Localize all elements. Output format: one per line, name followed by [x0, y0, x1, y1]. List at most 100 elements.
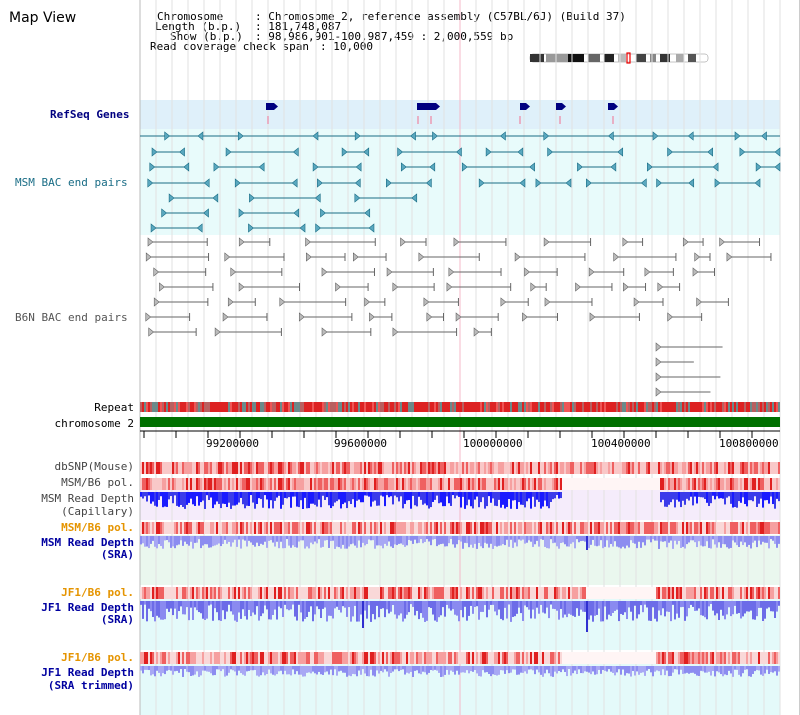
msm-b6-pol-strip-2: [170, 522, 172, 534]
msm-sra-depth-bar: [722, 536, 724, 545]
jf1-sra-depth-bar: [250, 601, 252, 617]
dbsnp-strip: [668, 462, 670, 474]
track-label-refseq[interactable]: RefSeq Genes: [50, 108, 130, 121]
jf1-b6-pol-strip: [206, 587, 208, 599]
dbsnp-strip: [204, 462, 206, 474]
jf1-b6-pol-strip-2: [732, 652, 734, 664]
dbsnp-strip: [466, 462, 468, 474]
jf1-sra-depth-bar: [552, 601, 554, 609]
jf1-trimmed-depth-bar: [146, 666, 148, 670]
jf1-trimmed-depth-bar: [440, 666, 442, 677]
jf1-sra-depth-bar: [534, 601, 536, 619]
jf1-b6-pol-strip: [396, 587, 398, 599]
jf1-sra-depth-bar: [352, 601, 354, 617]
jf1-b6-pol-strip-2: [438, 652, 440, 664]
jf1-trimmed-depth-bar: [232, 666, 234, 671]
msm-b6-pol-strip: [174, 478, 176, 490]
jf1-trimmed-depth-bar: [272, 666, 274, 675]
jf1-b6-pol-strip-2: [218, 652, 220, 664]
jf1-b6-pol-strip-2: [156, 652, 158, 664]
jf1-b6-pol-strip-2: [324, 652, 326, 664]
msm-b6-pol-strip-2: [328, 522, 330, 534]
repeat-segment: [710, 402, 712, 412]
jf1-sra-depth-bar: [744, 601, 746, 614]
msm-bac-end: [320, 208, 326, 218]
jf1-sra-depth-bar: [358, 601, 360, 622]
msm-capillary-depth-bar: [542, 492, 544, 507]
dbsnp-strip: [546, 462, 548, 474]
jf1-trimmed-depth-bar: [382, 666, 384, 673]
jf1-b6-pol-strip-2: [336, 652, 338, 664]
msm-b6-pol-strip-2: [554, 522, 556, 534]
msm-capillary-depth-bar: [254, 492, 256, 509]
jf1-sra-depth-bar: [528, 601, 530, 610]
dbsnp-strip: [440, 462, 442, 474]
jf1-b6-pol-strip: [508, 587, 510, 599]
repeat-segment: [246, 402, 248, 412]
jf1-b6-pol-strip: [522, 587, 524, 599]
dbsnp-strip: [202, 462, 204, 474]
jf1-sra-depth-bar: [324, 601, 326, 608]
msm-sra-depth-bar: [754, 536, 756, 541]
repeat-segment: [408, 402, 410, 412]
msm-b6-pol-strip: [768, 478, 770, 490]
chromosome-ideogram[interactable]: [528, 52, 712, 64]
repeat-segment: [282, 402, 284, 412]
msm-b6-pol-strip: [488, 478, 490, 490]
msm-b6-pol-strip: [626, 478, 628, 490]
jf1-trimmed-depth-bar: [596, 666, 598, 675]
msm-sra-depth-bar: [460, 536, 462, 542]
jf1-trimmed-depth-bar: [594, 666, 596, 675]
msm-bac-end: [149, 162, 156, 172]
msm-capillary-depth-bar: [178, 492, 180, 507]
jf1-b6-pol-strip: [544, 587, 546, 599]
msm-sra-depth-bar: [274, 536, 276, 547]
msm-b6-pol-strip-2: [658, 522, 660, 534]
msm-b6-pol-strip-2: [656, 522, 658, 534]
jf1-b6-pol-strip-2: [534, 652, 536, 664]
msm-b6-pol-strip: [434, 478, 436, 490]
msm-bac-end: [386, 178, 392, 188]
jf1-trimmed-depth-bar: [704, 666, 706, 673]
jf1-b6-pol-strip: [470, 587, 472, 599]
repeat-segment: [610, 402, 612, 412]
jf1-trimmed-depth-bar: [540, 666, 542, 675]
msm-sra-depth-bar: [528, 536, 530, 541]
msm-sra-depth-bar: [584, 536, 586, 542]
msm-sra-depth-bar: [364, 536, 366, 546]
msm-b6-pol-strip: [142, 478, 144, 490]
dbsnp-strip: [770, 462, 772, 474]
track-label-b6n-bac[interactable]: B6N BAC end pairs: [15, 311, 128, 324]
msm-capillary-depth-bar: [312, 492, 314, 504]
jf1-b6-pol-strip: [180, 587, 182, 599]
jf1-sra-depth-bar: [602, 601, 604, 622]
msm-sra-depth-bar: [238, 536, 240, 540]
msm-b6-pol-strip-2: [232, 522, 234, 534]
repeat-segment: [250, 402, 252, 412]
dbsnp-strip: [514, 462, 516, 474]
repeat-segment: [322, 402, 324, 412]
jf1-b6-pol-strip: [404, 587, 406, 599]
refseq-gene-arrow: [526, 103, 530, 110]
msm-capillary-depth-bar: [412, 492, 414, 496]
repeat-segment: [340, 402, 342, 412]
track-label-msm-depth-capillary: MSM Read Depth: [41, 492, 134, 505]
axis-tick-label: 100400000: [591, 437, 651, 450]
ideogram-band: [676, 54, 684, 62]
repeat-segment: [652, 402, 654, 412]
msm-bac-end: [739, 147, 746, 157]
jf1-sra-depth-bar: [398, 601, 400, 616]
msm-b6-pol-strip: [648, 478, 650, 490]
jf1-sra-depth-bar: [694, 601, 696, 611]
msm-bac-end: [607, 131, 614, 141]
jf1-b6-pol-strip-2: [284, 652, 286, 664]
msm-b6-pol-strip-2: [304, 522, 306, 534]
b6n-bac-end: [147, 237, 154, 247]
dbsnp-strip: [144, 462, 146, 474]
msm-b6-pol-strip: [532, 478, 534, 490]
jf1-trimmed-depth-bar: [758, 666, 760, 671]
track-label-msm-bac[interactable]: MSM BAC end pairs: [15, 176, 128, 189]
msm-b6-pol-strip-2: [624, 522, 626, 534]
jf1-b6-pol-strip: [414, 587, 416, 599]
